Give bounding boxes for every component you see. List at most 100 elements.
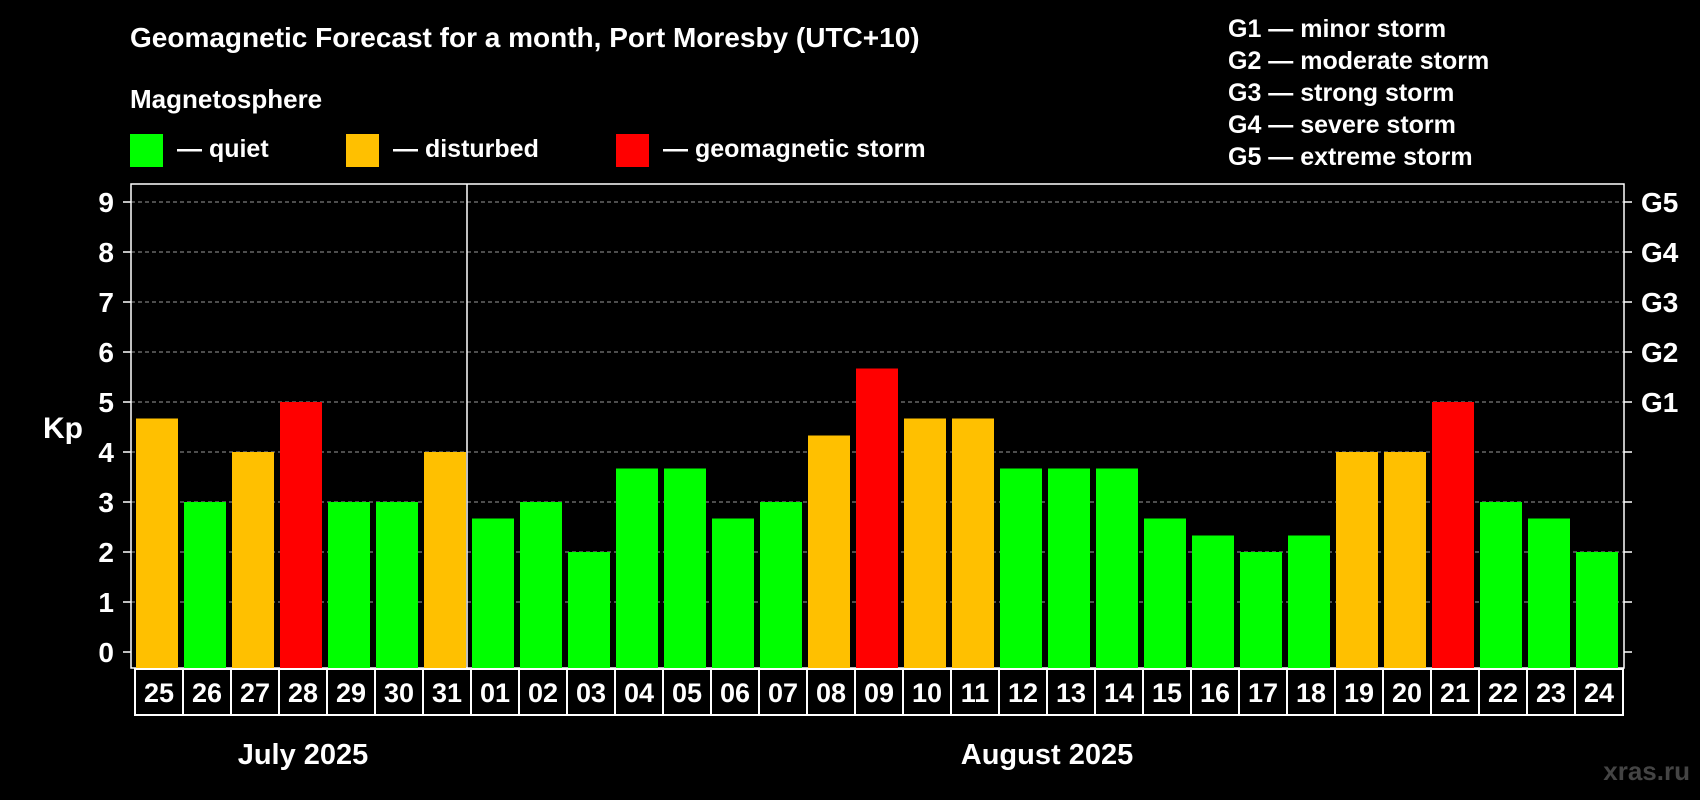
legend-label-storm: — geomagnetic storm xyxy=(663,135,926,163)
bar-30 xyxy=(376,502,418,668)
storm-scale-g3: G3 — strong storm xyxy=(1228,79,1454,107)
bar-25 xyxy=(136,418,178,668)
y-tick-label-1: 1 xyxy=(98,587,114,618)
day-box-31 xyxy=(422,668,472,716)
right-label-g4: G4 xyxy=(1641,237,1679,268)
storm-scale-g1: G1 — minor storm xyxy=(1228,15,1446,43)
y-tick-label-7: 7 xyxy=(98,287,114,318)
day-box-07 xyxy=(758,668,808,716)
legend-title: Magnetosphere xyxy=(130,84,322,114)
bar-26 xyxy=(184,502,226,668)
storm-scale-g5: G5 — extreme storm xyxy=(1228,143,1473,171)
day-label-05: 05 xyxy=(672,678,702,708)
y-tick-label-6: 6 xyxy=(98,337,114,368)
day-box-28 xyxy=(278,668,328,716)
day-label-24: 24 xyxy=(1584,678,1614,708)
day-label-17: 17 xyxy=(1248,678,1278,708)
day-label-29: 29 xyxy=(336,678,366,708)
bar-04 xyxy=(616,468,658,668)
day-box-01 xyxy=(470,668,520,716)
day-label-13: 13 xyxy=(1056,678,1086,708)
legend-label-quiet: — quiet xyxy=(177,135,269,163)
day-box-06 xyxy=(710,668,760,716)
month-label-july-2025: July 2025 xyxy=(238,739,369,771)
bar-09 xyxy=(856,368,898,668)
day-label-22: 22 xyxy=(1488,678,1518,708)
bar-28 xyxy=(280,402,322,668)
bar-20 xyxy=(1384,452,1426,668)
day-box-14 xyxy=(1094,668,1144,716)
day-label-27: 27 xyxy=(240,678,270,708)
day-label-09: 09 xyxy=(864,678,894,708)
day-label-30: 30 xyxy=(384,678,414,708)
day-box-16 xyxy=(1190,668,1240,716)
day-label-31: 31 xyxy=(432,678,462,708)
day-box-02 xyxy=(518,668,568,716)
bar-01 xyxy=(472,518,514,668)
bar-15 xyxy=(1144,518,1186,668)
day-box-24 xyxy=(1574,668,1624,716)
y-tick-label-5: 5 xyxy=(98,387,114,418)
day-box-11 xyxy=(950,668,1000,716)
bar-19 xyxy=(1336,452,1378,668)
bar-18 xyxy=(1288,535,1330,668)
right-label-g3: G3 xyxy=(1641,287,1678,318)
day-label-18: 18 xyxy=(1296,678,1326,708)
day-label-01: 01 xyxy=(480,678,510,708)
day-box-12 xyxy=(998,668,1048,716)
day-box-18 xyxy=(1286,668,1336,716)
day-label-20: 20 xyxy=(1392,678,1422,708)
storm-scale-g2: G2 — moderate storm xyxy=(1228,47,1489,75)
bar-13 xyxy=(1048,468,1090,668)
day-label-06: 06 xyxy=(720,678,750,708)
y-tick-label-3: 3 xyxy=(98,487,114,518)
bar-16 xyxy=(1192,535,1234,668)
day-label-15: 15 xyxy=(1152,678,1182,708)
bar-06 xyxy=(712,518,754,668)
bar-27 xyxy=(232,452,274,668)
legend-swatch-quiet xyxy=(130,134,163,167)
day-label-21: 21 xyxy=(1440,678,1470,708)
bar-02 xyxy=(520,502,562,668)
y-tick-label-0: 0 xyxy=(98,637,114,668)
day-label-28: 28 xyxy=(288,678,318,708)
day-label-25: 25 xyxy=(144,678,174,708)
bar-17 xyxy=(1240,552,1282,668)
day-label-07: 07 xyxy=(768,678,798,708)
bar-29 xyxy=(328,502,370,668)
day-box-15 xyxy=(1142,668,1192,716)
bar-10 xyxy=(904,418,946,668)
day-label-14: 14 xyxy=(1104,678,1134,708)
day-label-26: 26 xyxy=(192,678,222,708)
y-tick-label-4: 4 xyxy=(98,437,114,468)
day-label-10: 10 xyxy=(912,678,942,708)
day-box-03 xyxy=(566,668,616,716)
day-box-08 xyxy=(806,668,856,716)
day-box-04 xyxy=(614,668,664,716)
bar-07 xyxy=(760,502,802,668)
day-label-03: 03 xyxy=(576,678,606,708)
day-box-13 xyxy=(1046,668,1096,716)
month-label-august-2025: August 2025 xyxy=(961,739,1133,771)
legend-label-disturbed: — disturbed xyxy=(393,135,539,163)
day-label-08: 08 xyxy=(816,678,846,708)
legend-swatch-storm xyxy=(616,134,649,167)
day-box-19 xyxy=(1334,668,1384,716)
day-box-26 xyxy=(182,668,232,716)
bar-21 xyxy=(1432,402,1474,668)
day-box-05 xyxy=(662,668,712,716)
bar-08 xyxy=(808,435,850,668)
day-label-16: 16 xyxy=(1200,678,1230,708)
right-label-g1: G1 xyxy=(1641,387,1678,418)
bar-11 xyxy=(952,418,994,668)
bar-14 xyxy=(1096,468,1138,668)
bar-24 xyxy=(1576,552,1618,668)
day-label-11: 11 xyxy=(961,678,990,708)
right-label-g2: G2 xyxy=(1641,337,1678,368)
bar-23 xyxy=(1528,518,1570,668)
y-tick-label-2: 2 xyxy=(98,537,114,568)
right-label-g5: G5 xyxy=(1641,187,1678,218)
day-label-04: 04 xyxy=(624,678,654,708)
day-box-20 xyxy=(1382,668,1432,716)
